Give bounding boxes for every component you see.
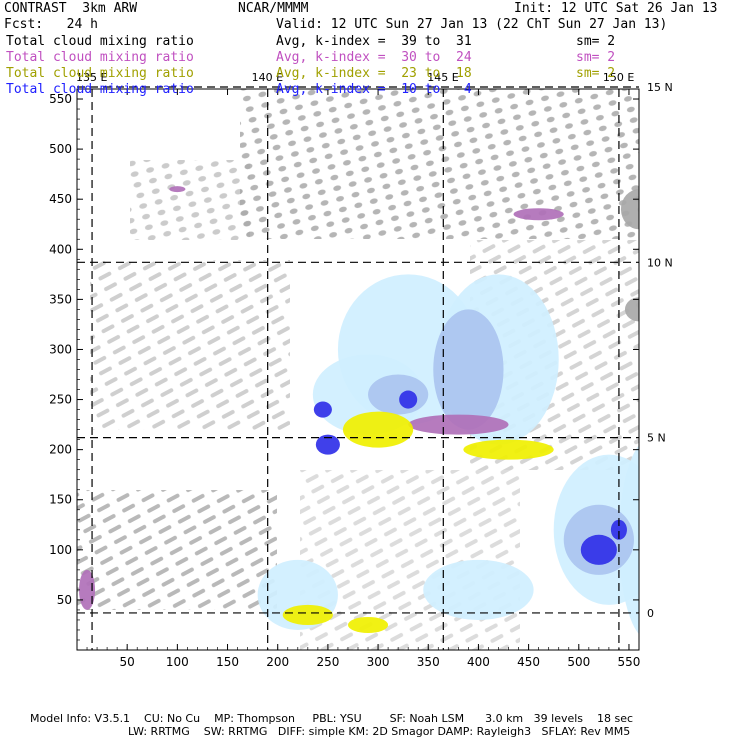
x-tick-label-500: 500	[567, 655, 590, 669]
field-name-1: Total cloud mixing ratio	[6, 34, 194, 49]
x-tick-label-300: 300	[367, 655, 390, 669]
cloud-blob-k23_18-22	[347, 616, 389, 633]
cloud-blob-k39_31-24	[624, 297, 639, 322]
valid-time: Valid: 12 UTC Sun 27 Jan 13 (22 ChT Sun …	[276, 17, 668, 32]
longitude-labels: 135 E 140 E 145 E 150 E	[76, 71, 634, 84]
cloud-blob-k23_18-21	[282, 604, 333, 625]
cloud-blob-k10_4_mid-7	[433, 309, 504, 430]
y-tick-label-250: 250	[49, 393, 72, 407]
low-cloud-dots-north	[240, 89, 639, 239]
x-axis-ticks: 50 100 150 200 250 300 350 400 450 500 550	[86, 89, 641, 669]
cloud-blob-k23_18-19	[342, 411, 414, 448]
y-axis-ticks: 50 100 150 200 250 300 350 400 450 500 550	[49, 92, 639, 641]
low-cloud-streaks-southwest	[77, 490, 277, 610]
x-tick-label-350: 350	[417, 655, 440, 669]
x-tick-label-100: 100	[166, 655, 189, 669]
field-k-index-4: Avg, k-index = 10 to 4	[276, 82, 472, 97]
cloud-blob-k10_4_dark-14	[610, 519, 627, 540]
low-cloud-streaks-west	[90, 260, 290, 430]
field-name-2: Total cloud mixing ratio	[6, 50, 194, 65]
cloud-blob-k10_4_dark-12	[399, 390, 418, 409]
model-info-line-1: Model Info: V3.5.1 CU: No Cu MP: Thompso…	[30, 712, 634, 725]
x-tick-label-550: 550	[618, 655, 641, 669]
cloud-blob-k23_18-20	[463, 439, 554, 460]
lat-label-10N: 10 N	[647, 256, 673, 269]
lon-label-150E: 150 E	[603, 71, 634, 84]
center-title: NCAR/MMMM	[238, 1, 309, 16]
model-title: CONTRAST 3km ARW	[4, 1, 138, 16]
cloud-blobs	[79, 186, 639, 635]
lat-lon-gridlines	[77, 86, 639, 650]
y-tick-label-550: 550	[49, 92, 72, 106]
plot-field	[77, 89, 639, 650]
y-tick-label-300: 300	[49, 342, 72, 356]
y-tick-label-50: 50	[57, 593, 72, 607]
y-tick-label-500: 500	[49, 142, 72, 156]
field-name-3: Total cloud mixing ratio	[6, 66, 194, 81]
x-tick-label-450: 450	[517, 655, 540, 669]
lon-label-140E: 140 E	[252, 71, 283, 84]
init-time: Init: 12 UTC Sat 26 Jan 13	[514, 1, 718, 16]
field-smoothing-3: sm= 2	[576, 66, 616, 81]
field-k-index-2: Avg, k-index = 30 to 24	[276, 50, 472, 65]
cloud-blob-k30_24-17	[169, 186, 186, 193]
y-tick-label-350: 350	[49, 292, 72, 306]
field-smoothing-1: sm= 2	[576, 34, 616, 49]
y-tick-label-100: 100	[49, 543, 72, 557]
lat-label-5N: 5 N	[647, 432, 666, 445]
cloud-blob-k10_4_dark-10	[315, 434, 340, 455]
x-tick-label-200: 200	[266, 655, 289, 669]
cloud-blob-k30_24-16	[513, 208, 564, 221]
model-info-line-2: LW: RRTMG SW: RRTMG DIFF: simple KM: 2D …	[128, 725, 631, 738]
x-tick-label-50: 50	[120, 655, 135, 669]
lat-label-0: 0	[647, 607, 654, 620]
cloud-blob-k30_24-15	[408, 414, 509, 435]
low-cloud-streaks-south	[300, 470, 520, 650]
y-tick-label-400: 400	[49, 242, 72, 256]
cloud-blob-k10_4_light-6	[423, 559, 534, 620]
field-k-index-1: Avg, k-index = 39 to 31	[276, 34, 472, 49]
cloud-blob-k10_4_dark-11	[313, 401, 332, 418]
y-tick-label-200: 200	[49, 443, 72, 457]
x-tick-label-150: 150	[216, 655, 239, 669]
x-tick-label-400: 400	[467, 655, 490, 669]
latitude-labels: 15 N 10 N 5 N 0	[647, 81, 673, 620]
field-name-4: Total cloud mixing ratio	[6, 82, 194, 97]
lon-label-145E: 145 E	[427, 71, 458, 84]
cloud-blob-k10_4_mid-8	[368, 374, 429, 415]
cloud-blob-k10_4_dark-13	[580, 534, 617, 565]
forecast-hour: Fcst: 24 h	[4, 17, 98, 32]
cloud-blob-k30_24-18	[79, 569, 96, 610]
lon-label-135E: 135 E	[76, 71, 107, 84]
low-cloud-dots-northwest	[130, 160, 250, 240]
y-tick-label-450: 450	[49, 192, 72, 206]
field-k-index-3: Avg, k-index = 23 to 18	[276, 66, 472, 81]
y-tick-label-150: 150	[49, 493, 72, 507]
field-smoothing-2: sm= 2	[576, 50, 616, 65]
x-tick-label-250: 250	[316, 655, 339, 669]
lat-label-15N: 15 N	[647, 81, 673, 94]
